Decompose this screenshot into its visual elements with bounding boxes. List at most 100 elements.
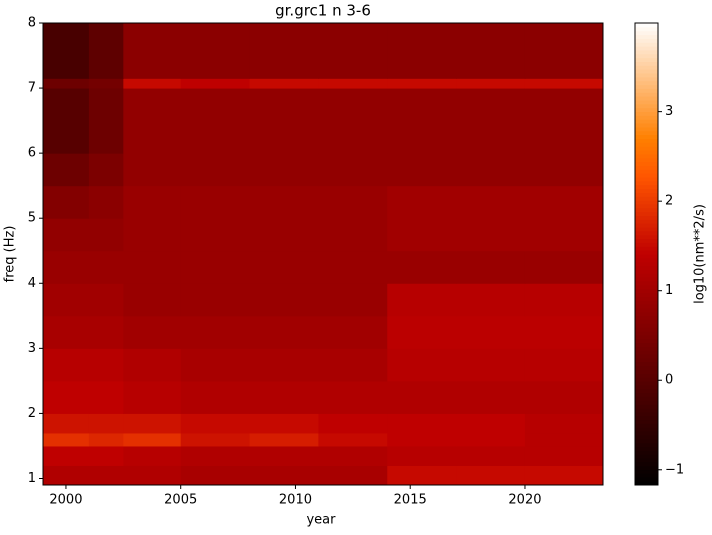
heatmap-cell xyxy=(43,88,90,154)
heatmap-cell xyxy=(318,218,388,252)
heatmap-cell xyxy=(318,88,388,154)
y-tick-label: 2 xyxy=(28,406,36,421)
colorbar-strip xyxy=(635,280,658,286)
colorbar-strip xyxy=(635,461,658,467)
heatmap-cell xyxy=(180,465,251,486)
colorbar-strip xyxy=(635,292,658,297)
colorbar-strip xyxy=(635,465,658,471)
colorbar-strip xyxy=(635,123,658,128)
colorbar-strip xyxy=(635,153,658,159)
heatmap-cell xyxy=(43,432,90,447)
heatmap-cell xyxy=(387,283,457,317)
heatmap-cell xyxy=(88,78,124,89)
colorbar-strip xyxy=(635,49,658,55)
heatmap-cell xyxy=(456,185,526,219)
heatmap-cell xyxy=(249,380,319,414)
heatmap-cell xyxy=(43,445,90,466)
colorbar-strip xyxy=(635,361,658,367)
heatmap-cell xyxy=(524,432,604,447)
heatmap-cell xyxy=(387,88,457,154)
colorbar-strip xyxy=(635,61,658,66)
heatmap-cell xyxy=(180,315,251,349)
heatmap-cell xyxy=(88,380,124,414)
heatmap-cell xyxy=(88,88,124,154)
heatmap-cell xyxy=(123,413,182,434)
colorbar-strip xyxy=(635,223,658,228)
colorbar-strip xyxy=(635,46,658,51)
heatmap-cell xyxy=(43,315,90,349)
heatmap-cell xyxy=(318,445,388,466)
colorbar-strip xyxy=(635,100,658,105)
colorbar-strip xyxy=(635,157,658,163)
heatmap-cell xyxy=(318,348,388,382)
colorbar-strip xyxy=(635,404,658,409)
heatmap-cell xyxy=(88,250,124,284)
colorbar-strip xyxy=(635,211,658,216)
y-tick-label: 5 xyxy=(28,211,36,226)
heatmap-cell xyxy=(123,283,182,317)
heatmap-cell xyxy=(387,348,457,382)
heatmap-cell xyxy=(318,283,388,317)
colorbar-strip xyxy=(635,388,658,394)
heatmap-cell xyxy=(180,23,251,79)
heatmap-cell xyxy=(524,413,604,434)
heatmap-cell xyxy=(387,432,457,447)
colorbar-strip xyxy=(635,103,658,109)
heatmap-cell xyxy=(43,348,90,382)
colorbar-strip xyxy=(635,415,658,421)
colorbar-strip xyxy=(635,269,658,274)
heatmap-cell xyxy=(123,315,182,349)
heatmap-cell xyxy=(456,23,526,79)
heatmap-cell xyxy=(524,348,604,382)
heatmap-cell xyxy=(180,185,251,219)
heatmap-cell xyxy=(249,78,319,89)
heatmap-cell xyxy=(43,185,90,219)
heatmap-cell xyxy=(180,153,251,187)
heatmap-cell xyxy=(88,413,124,434)
y-axis-label: freq (Hz) xyxy=(3,226,18,283)
heatmap-cell xyxy=(180,380,251,414)
heatmap-cell xyxy=(249,153,319,187)
heatmap-cell xyxy=(123,432,182,447)
heatmap-cell xyxy=(123,185,182,219)
heatmap-cell xyxy=(456,88,526,154)
colorbar-strip xyxy=(635,346,658,351)
colorbar-strip xyxy=(635,365,658,370)
colorbar-strip xyxy=(635,246,658,251)
heatmap-cell xyxy=(524,218,604,252)
heatmap-cell xyxy=(387,185,457,219)
heatmap-cell xyxy=(123,153,182,187)
colorbar-strip xyxy=(635,177,658,182)
colorbar-strip xyxy=(635,423,658,428)
x-tick-label: 2010 xyxy=(279,493,312,508)
heatmap-cell xyxy=(43,78,90,89)
colorbar-strip xyxy=(635,169,658,174)
colorbar-strip xyxy=(635,442,658,447)
colorbar-strip xyxy=(635,138,658,143)
colorbar-strip xyxy=(635,431,658,436)
heatmap-cell xyxy=(456,413,526,434)
x-tick-label: 2005 xyxy=(164,493,197,508)
heatmap-cell xyxy=(456,445,526,466)
colorbar-strip xyxy=(635,115,658,120)
heatmap-cell xyxy=(123,23,182,79)
colorbar-tick-label: 3 xyxy=(665,104,673,119)
heatmap-cell xyxy=(43,380,90,414)
heatmap-cell xyxy=(387,465,457,486)
y-tick-label: 6 xyxy=(28,146,36,161)
colorbar-strip xyxy=(635,76,658,82)
colorbar-tick-label: −1 xyxy=(665,462,684,477)
colorbar-strip xyxy=(635,38,658,43)
heatmap-cell xyxy=(524,283,604,317)
colorbar-strip xyxy=(635,146,658,151)
chart-title: gr.grc1 n 3-6 xyxy=(275,2,371,20)
colorbar-strip xyxy=(635,150,658,155)
heatmap-cell xyxy=(249,23,319,79)
heatmap-cell xyxy=(387,315,457,349)
heatmap-cell xyxy=(249,315,319,349)
colorbar-strip xyxy=(635,23,658,28)
colorbar-strip xyxy=(635,207,658,213)
colorbar-strip xyxy=(635,111,658,116)
colorbar-strip xyxy=(635,392,658,397)
heatmap-cell xyxy=(387,23,457,79)
